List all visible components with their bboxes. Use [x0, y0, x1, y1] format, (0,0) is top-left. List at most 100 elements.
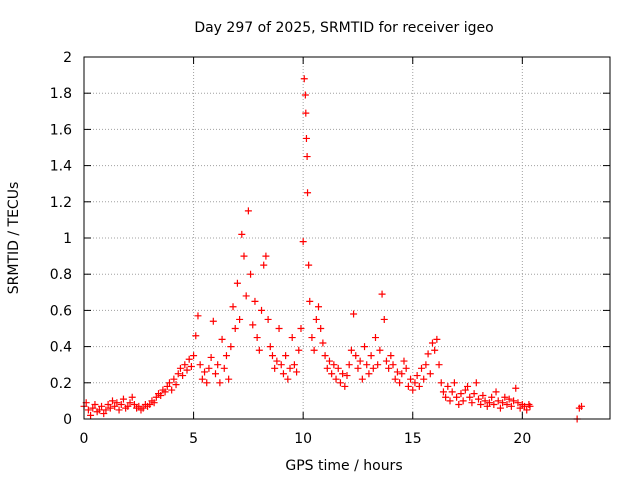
data-point	[488, 393, 496, 401]
data-point	[457, 390, 465, 398]
data-point	[240, 252, 248, 260]
data-point	[393, 368, 401, 376]
data-point	[174, 370, 182, 378]
data-point	[413, 372, 421, 380]
data-point	[490, 401, 498, 409]
data-point	[119, 395, 127, 403]
y-axis-title: SRMTID / TECUs	[6, 182, 22, 295]
data-point	[152, 393, 160, 401]
data-point	[302, 109, 310, 117]
data-point	[98, 402, 106, 410]
data-point	[398, 370, 406, 378]
data-point	[260, 261, 268, 269]
data-point	[249, 321, 257, 329]
data-point	[146, 401, 154, 409]
data-point	[431, 346, 439, 354]
data-point	[198, 375, 206, 383]
data-point	[400, 357, 408, 365]
data-point	[325, 357, 333, 365]
data-point	[207, 353, 215, 361]
data-point	[396, 379, 404, 387]
data-point	[157, 391, 165, 399]
data-point	[369, 364, 377, 372]
plot-frame	[83, 56, 611, 420]
data-point	[371, 334, 379, 342]
data-point	[464, 382, 472, 390]
data-point	[350, 310, 358, 318]
data-point	[444, 382, 452, 390]
data-point	[303, 153, 311, 161]
data-point	[439, 388, 447, 396]
data-point	[229, 303, 237, 311]
data-point	[470, 390, 478, 398]
data-point	[170, 375, 178, 383]
data-point	[203, 379, 211, 387]
data-point	[503, 401, 511, 409]
data-point	[262, 252, 270, 260]
data-point	[382, 357, 390, 365]
data-point	[111, 402, 119, 410]
x-tick-label: 20	[513, 431, 531, 447]
data-point	[225, 375, 233, 383]
data-point	[183, 366, 191, 374]
y-tick-label: 0.4	[50, 340, 72, 356]
data-point	[424, 350, 432, 358]
data-point	[343, 372, 351, 380]
data-point	[209, 317, 217, 325]
data-point	[442, 393, 450, 401]
data-point	[363, 361, 371, 369]
data-point	[176, 364, 184, 372]
data-point	[468, 399, 476, 407]
data-point	[304, 189, 312, 197]
data-point	[100, 410, 108, 418]
data-point	[300, 75, 308, 83]
data-point	[404, 382, 412, 390]
data-point	[247, 270, 255, 278]
data-point	[466, 393, 474, 401]
data-point	[310, 346, 318, 354]
data-point	[238, 230, 246, 238]
y-tick-label: 1.4	[50, 159, 72, 175]
data-point	[301, 91, 309, 99]
data-point	[328, 370, 336, 378]
data-point	[290, 361, 298, 369]
data-point	[499, 399, 507, 407]
data-point	[218, 335, 226, 343]
data-point	[185, 355, 193, 363]
data-point	[455, 401, 463, 409]
data-point	[358, 375, 366, 383]
data-point	[124, 402, 132, 410]
data-point	[385, 364, 393, 372]
x-tick-label: 0	[80, 431, 89, 447]
y-tick-label: 2	[63, 50, 72, 66]
data-point	[330, 361, 338, 369]
data-point	[268, 352, 276, 360]
data-point	[420, 375, 428, 383]
data-point	[336, 379, 344, 387]
data-point	[448, 388, 456, 396]
data-point	[347, 346, 355, 354]
data-point	[376, 346, 384, 354]
data-point	[402, 364, 410, 372]
data-point	[168, 386, 176, 394]
data-point	[323, 364, 331, 372]
data-point	[187, 363, 195, 371]
data-point	[345, 361, 353, 369]
y-tick-label: 0.2	[50, 376, 72, 392]
data-point	[205, 364, 213, 372]
data-point	[317, 325, 325, 332]
y-tick-label: 1.2	[50, 195, 72, 211]
y-tick-label: 1.8	[50, 86, 72, 102]
data-point	[334, 364, 342, 372]
data-point	[475, 395, 482, 403]
data-point	[356, 357, 364, 365]
data-point	[479, 391, 487, 399]
data-point	[477, 401, 485, 409]
data-point	[201, 368, 209, 376]
data-point	[106, 404, 114, 412]
data-point	[510, 397, 518, 405]
data-point	[297, 325, 305, 332]
data-point	[374, 361, 382, 369]
